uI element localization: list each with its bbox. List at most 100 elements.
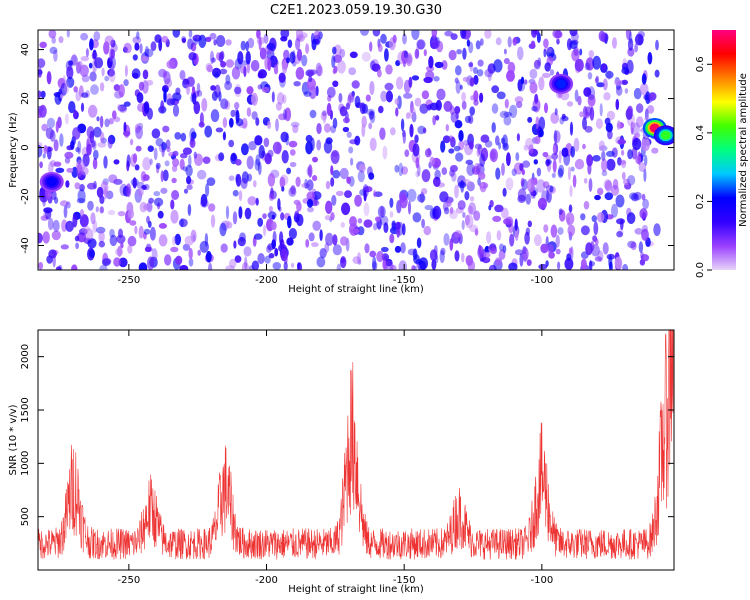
- heatmap-cell: [411, 30, 420, 40]
- heatmap-cell: [342, 126, 350, 133]
- heatmap-cell: [224, 80, 233, 91]
- heatmap-cell: [278, 113, 286, 121]
- heatmap-cell: [336, 263, 342, 270]
- heatmap-cell: [172, 104, 180, 117]
- heatmap-cell: [239, 232, 246, 242]
- heatmap-cell: [583, 177, 588, 184]
- heatmap-cell: [224, 220, 231, 227]
- heatmap-cell: [601, 63, 607, 72]
- heatmap-cell: [450, 111, 459, 123]
- heatmap-cell: [454, 250, 460, 262]
- heatmap-cell: [151, 128, 161, 139]
- heatmap-cell: [48, 30, 57, 39]
- heatmap-cell: [377, 43, 383, 53]
- heatmap-cell: [546, 46, 555, 59]
- heatmap-cell: [286, 237, 294, 246]
- heatmap-cell: [202, 156, 211, 164]
- heatmap-cell: [641, 73, 647, 85]
- heatmap-cell: [127, 209, 134, 219]
- heatmap-cell: [440, 140, 446, 153]
- heatmap-cell: [212, 67, 221, 78]
- heatmap-cell: [449, 209, 458, 220]
- heatmap-cell: [117, 103, 121, 112]
- heatmap-cell: [142, 174, 150, 182]
- heatmap-cell: [280, 131, 289, 143]
- heatmap-cell: [461, 92, 466, 102]
- heatmap-cell: [241, 143, 249, 156]
- heatmap-cell: [580, 258, 587, 270]
- heatmap-cell: [171, 177, 177, 184]
- heatmap-cell: [182, 243, 191, 251]
- heatmap-cell: [205, 183, 210, 197]
- heatmap-cell: [144, 45, 149, 59]
- heatmap-cell: [469, 140, 474, 150]
- heatmap-cell: [360, 30, 369, 36]
- heatmap-cell: [638, 162, 647, 173]
- heatmap-cell: [125, 183, 132, 198]
- heatmap-cell: [379, 127, 386, 140]
- heatmap-cell: [394, 245, 402, 253]
- heatmap-cell: [546, 159, 552, 165]
- heatmap-cell: [134, 164, 140, 171]
- heatmap-cell: [153, 191, 161, 197]
- heatmap-cell: [515, 152, 520, 162]
- heatmap-cell: [464, 191, 470, 201]
- heatmap-cell: [312, 156, 318, 163]
- heatmap-cell: [305, 239, 310, 248]
- heatmap-cell: [588, 50, 594, 58]
- heatmap-cell: [263, 137, 270, 148]
- colorbar-ticks: 0.0 0.2 0.4 0.6: [695, 56, 712, 278]
- heatmap-cell: [77, 60, 83, 71]
- heatmap-cell: [55, 120, 59, 133]
- heatmap-cell: [524, 79, 528, 85]
- heatmap-cell: [193, 101, 201, 115]
- heatmap-cell: [558, 150, 562, 164]
- heatmap-cell: [637, 35, 644, 46]
- heatmap-cell: [489, 148, 498, 163]
- heatmap-cell: [455, 65, 462, 76]
- heatmap-cell: [63, 81, 70, 94]
- heatmap-cell: [55, 266, 62, 270]
- heatmap-cell: [162, 169, 169, 182]
- heatmap-cell: [188, 257, 194, 267]
- heatmap-cell: [96, 226, 106, 234]
- heatmap-cell: [286, 57, 290, 64]
- heatmap-cell: [289, 161, 297, 168]
- heatmap-cell: [99, 206, 105, 214]
- heatmap-cell: [333, 54, 342, 63]
- heatmap-cell: [58, 264, 63, 270]
- heatmap-cell: [631, 122, 636, 129]
- heatmap-cell: [193, 151, 197, 159]
- heatmap-cell: [38, 69, 43, 75]
- heatmap-cell: [395, 60, 401, 67]
- heatmap-cell: [392, 34, 397, 44]
- heatmap-cell: [300, 32, 308, 39]
- heatmap-cell: [376, 250, 384, 263]
- heatmap-cell: [350, 157, 354, 166]
- heatmap-cell: [380, 215, 389, 226]
- heatmap-cell: [544, 102, 548, 114]
- heatmap-cell: [132, 36, 142, 44]
- heatmap-cell: [407, 248, 417, 256]
- heatmap-cell: [210, 109, 220, 123]
- heatmap-cell: [251, 260, 260, 270]
- heatmap-cell: [405, 112, 411, 120]
- heatmap-cell: [247, 37, 255, 49]
- heatmap-cell: [160, 170, 164, 183]
- colorbar: 0.0 0.2 0.4 0.6 Normalized spectral amplitu…: [695, 30, 749, 278]
- heatmap-cell: [60, 83, 68, 96]
- heatmap-cell: [325, 232, 334, 246]
- heatmap-cell: [267, 173, 276, 187]
- heatmap-cell: [653, 223, 661, 237]
- heatmap-cell: [258, 36, 262, 51]
- heatmap-cell: [289, 51, 296, 64]
- heatmap-cell: [389, 211, 394, 218]
- heatmap-cell: [473, 163, 482, 175]
- heatmap-cell: [325, 200, 333, 214]
- heatmap-cell: [439, 250, 445, 264]
- heatmap-cell: [189, 127, 196, 142]
- heatmap-cell: [642, 198, 649, 210]
- heatmap-cell: [54, 196, 59, 204]
- heatmap-cell: [147, 256, 155, 270]
- heatmap-cell: [495, 135, 500, 146]
